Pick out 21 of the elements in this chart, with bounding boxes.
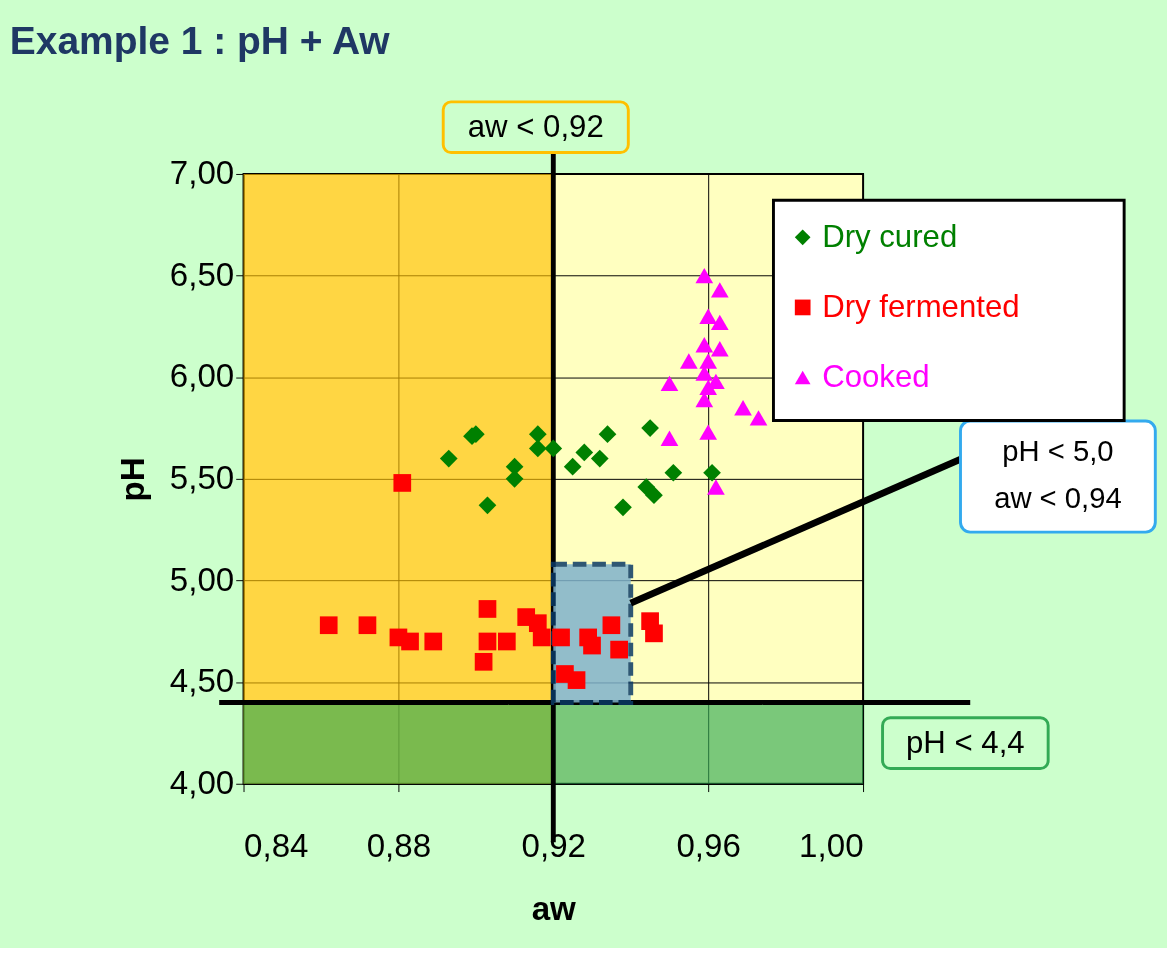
x-tick-label: 0,84 <box>244 827 309 865</box>
legend-label: Cooked <box>822 359 930 395</box>
band-label: aw < 0,92 <box>467 108 604 144</box>
x-tick-label: 0,96 <box>676 827 741 865</box>
y-tick-label: 7,00 <box>169 154 235 192</box>
y-tick-label: 5,50 <box>169 459 235 497</box>
y-axis-title: pH <box>113 457 151 502</box>
chart-title: Example 1 : pH + Aw <box>9 18 391 62</box>
y-tick-label: 6,50 <box>169 255 235 293</box>
legend-label: Dry cured <box>822 219 958 255</box>
y-tick-label: 4,50 <box>169 662 235 700</box>
y-tick-label: 5,00 <box>169 560 235 598</box>
x-tick-label: 0,88 <box>366 827 432 865</box>
legend-label: Dry fermented <box>822 289 1020 325</box>
band-label: pH < 4,4 <box>906 724 1025 760</box>
x-axis-title: aw <box>531 889 577 927</box>
y-tick-label: 6,00 <box>169 357 235 395</box>
text: pH < 5,0 aw < 0,94 <box>994 434 1122 514</box>
x-tick-label: 1,00 <box>799 827 864 865</box>
x-tick-label: 0,92 <box>521 827 587 865</box>
y-tick-label: 4,00 <box>169 764 235 801</box>
